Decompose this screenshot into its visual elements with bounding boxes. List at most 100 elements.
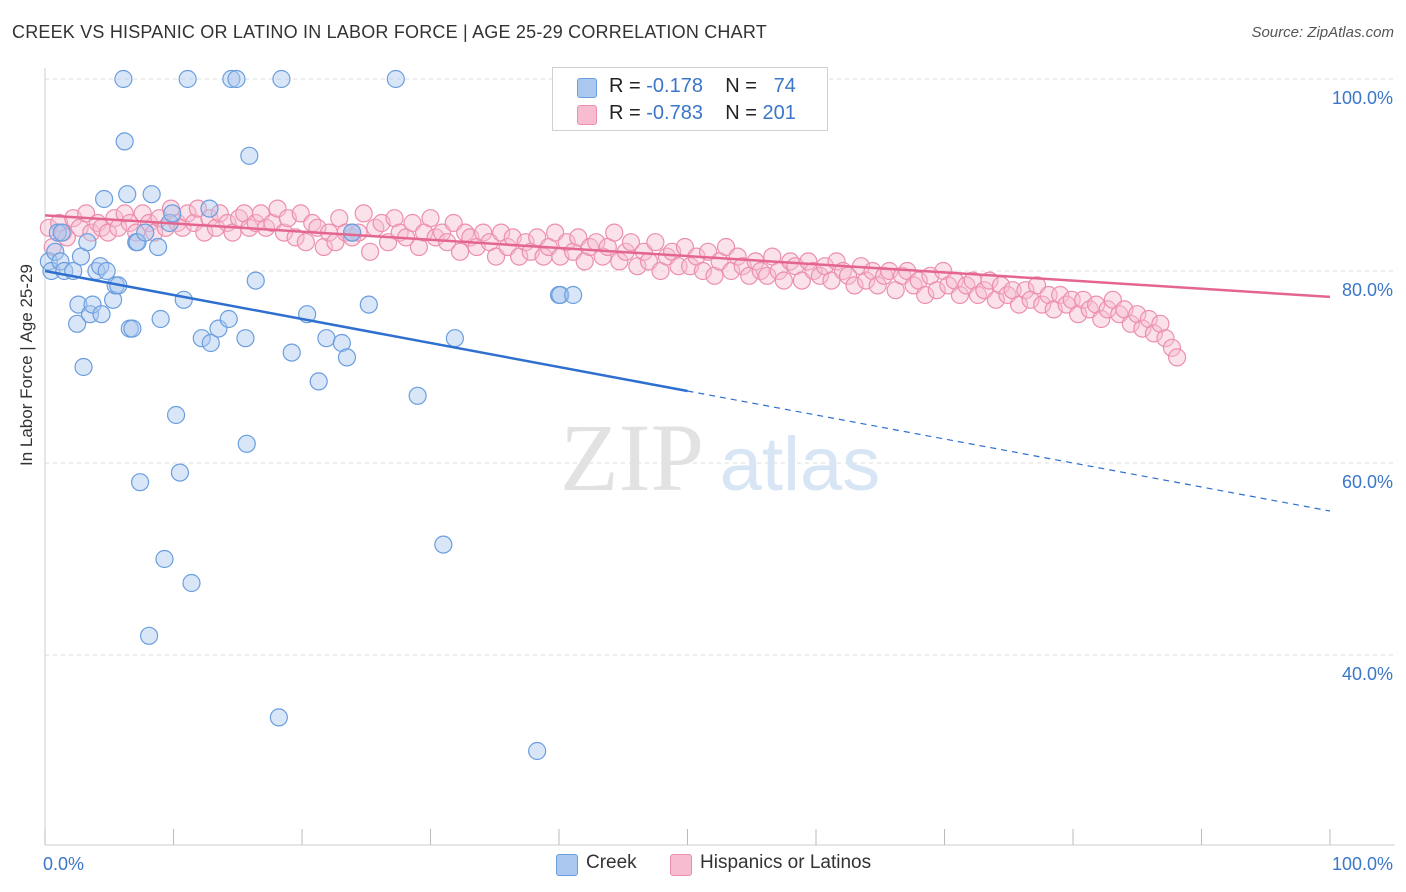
trend-lines: [44, 214, 1331, 512]
creek-point-65: [359, 295, 378, 314]
hispanic-legend-swatch: [670, 854, 692, 876]
legend-hispanic-text: R = -0.783 N = 201: [609, 102, 796, 125]
creek-point-18: [95, 189, 114, 209]
creek-point-25: [118, 185, 137, 204]
hispanic-point-131: [799, 252, 818, 271]
hispanic-point-57: [361, 242, 380, 261]
hispanic-point-141: [857, 271, 876, 290]
creek-point-69: [445, 329, 465, 348]
y-tick-label-2: 60.0%: [1342, 472, 1393, 492]
legend-creek-n-label: N =: [725, 75, 757, 97]
watermark-zip: ZIP: [560, 404, 704, 511]
creek-point-39: [166, 405, 186, 425]
legend-hispanic-n-label: N =: [725, 102, 757, 124]
creek-point-5: [52, 223, 71, 242]
creek-point-55: [269, 708, 288, 727]
creek-point-73: [564, 285, 583, 305]
creek-point-19: [97, 261, 116, 281]
hispanic-trend-line: [44, 214, 1331, 299]
creek-point-63: [337, 348, 357, 367]
hispanic-point-61: [385, 209, 404, 228]
creek-point-64: [343, 223, 362, 242]
hispanic-point-101: [621, 233, 641, 252]
creek-point-48: [222, 69, 241, 89]
hispanic-point-174: [1051, 285, 1070, 305]
creek-point-66: [386, 69, 405, 89]
x-tick-label-1: 100.0%: [1332, 854, 1393, 874]
hispanic-point-191: [1151, 314, 1170, 333]
legend-hispanic-n-value: 201: [762, 102, 796, 124]
creek-point-56: [272, 69, 291, 89]
hispanic-point-67: [421, 209, 440, 228]
creek-point-11: [74, 357, 93, 377]
hispanic-point-55: [349, 223, 368, 242]
creek-point-31: [136, 223, 155, 242]
hispanic-point-25: [178, 204, 197, 223]
creek-point-51: [236, 329, 255, 348]
hispanic-point-90: [557, 233, 576, 252]
hispanic-point-115: [705, 266, 724, 285]
creek-point-68: [434, 535, 453, 554]
hispanic-point-151: [916, 285, 935, 305]
hispanic-point-93: [575, 252, 594, 271]
creek-point-29: [128, 233, 147, 252]
creek-point-54: [246, 271, 265, 290]
hispanic-point-192: [1156, 329, 1175, 348]
grid-lines: [45, 78, 1395, 656]
hispanic-point-187: [1128, 305, 1147, 324]
creek-point-20: [104, 290, 123, 309]
hispanic-point-188: [1133, 319, 1152, 338]
hispanic-point-46: [296, 233, 315, 252]
creek-point-24: [115, 132, 134, 151]
hispanic-point-28: [195, 223, 214, 242]
legend-hispanic-r-label: R =: [609, 102, 641, 124]
source-credit: Source: ZipAtlas.com: [1251, 24, 1394, 41]
hispanic-point-1: [43, 237, 62, 257]
hispanic-point-139: [845, 276, 864, 295]
legend-creek-r-value: -0.178: [646, 75, 703, 97]
creek-point-23: [114, 69, 133, 89]
creek-point-8: [68, 314, 87, 333]
creek-point-42: [178, 69, 197, 89]
creek-point-27: [123, 319, 142, 338]
hispanic-point-105: [646, 233, 665, 252]
hispanic-point-181: [1092, 309, 1111, 329]
creek-point-52: [237, 434, 256, 453]
hispanic-point-171: [1033, 295, 1052, 314]
hispanic-point-153: [927, 281, 946, 300]
hispanic-point-76: [474, 223, 493, 242]
creek-point-12: [78, 233, 97, 252]
creek-point-4: [51, 252, 70, 271]
hispanic-point-190: [1144, 324, 1164, 343]
hispanic-point-193: [1162, 338, 1182, 357]
legend-creek-r-label: R =: [609, 75, 641, 97]
creek-point-45: [200, 199, 219, 218]
creek-trend-line: [44, 269, 688, 393]
creek-point-34: [148, 237, 168, 257]
creek-point-40: [170, 463, 190, 482]
hispanic-point-98: [605, 223, 624, 242]
creek-point-17: [92, 305, 111, 324]
creek-trend-projection: [687, 390, 1331, 512]
creek-point-30: [130, 473, 150, 492]
hispanic-point-189: [1139, 309, 1158, 329]
creek-point-53: [240, 146, 259, 165]
legend-hispanic-r-value: -0.783: [646, 102, 703, 124]
hispanic-point-14: [115, 204, 134, 223]
y-tick-label-0: 100.0%: [1332, 88, 1393, 108]
creek-point-46: [201, 333, 220, 353]
hispanic-point-96: [593, 247, 612, 266]
creek-point-41: [174, 290, 193, 309]
creek-point-43: [182, 573, 201, 593]
creek-point-49: [219, 309, 238, 329]
hispanic-point-44: [286, 228, 305, 247]
hispanic-swatch: [577, 105, 597, 125]
hispanic-point-143: [868, 276, 887, 295]
hispanic-point-49: [314, 237, 333, 257]
watermark-atlas: atlas: [720, 422, 881, 507]
hispanic-point-180: [1087, 295, 1106, 314]
creek-point-32: [139, 626, 159, 645]
creek-point-36: [155, 549, 174, 569]
hispanic-point-127: [774, 271, 793, 290]
